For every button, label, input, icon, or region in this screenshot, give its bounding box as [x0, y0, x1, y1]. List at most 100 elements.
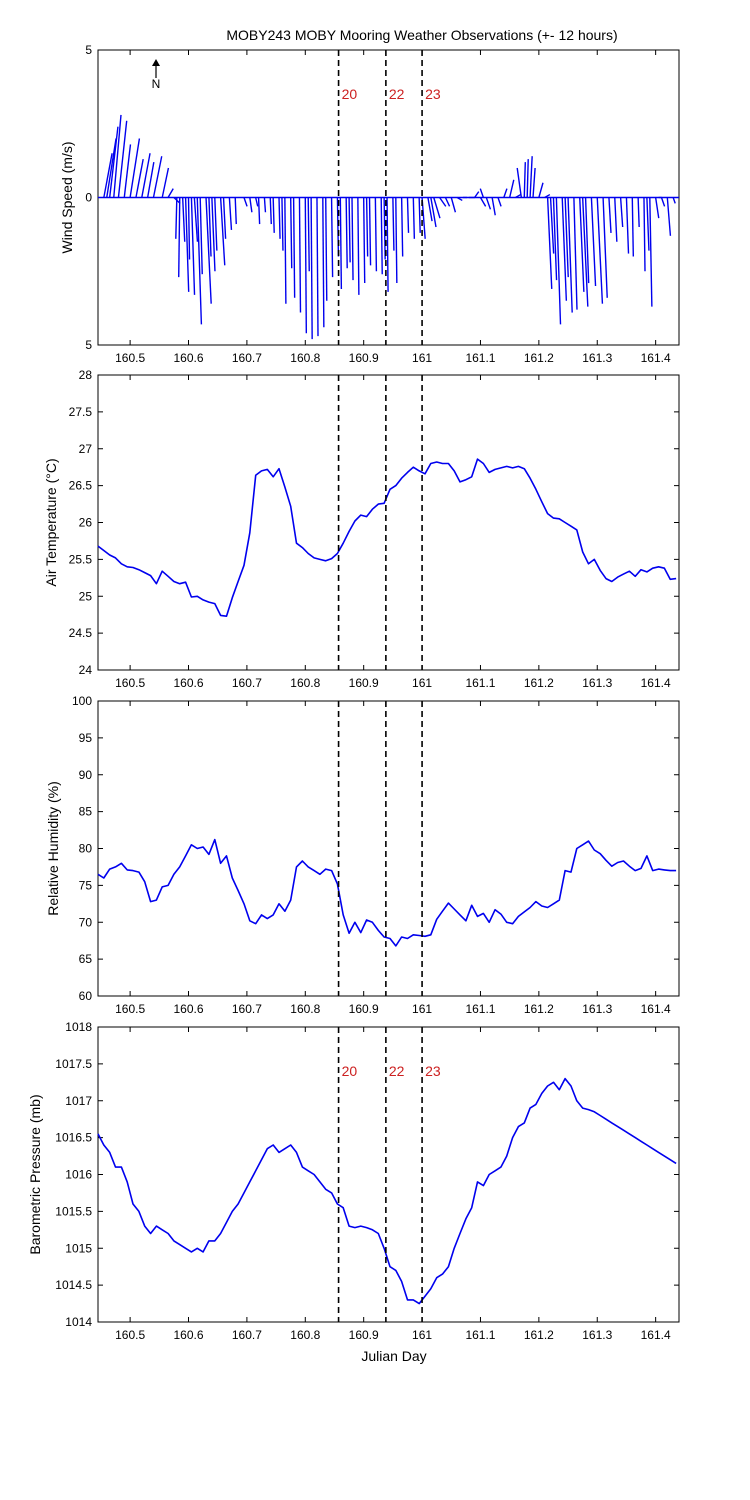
wind-stick — [330, 197, 334, 278]
wind-stick — [581, 197, 589, 307]
y-tick-label: 1016 — [65, 1168, 92, 1182]
y-tick-label: 60 — [79, 989, 93, 1003]
wind-stick — [406, 197, 410, 233]
wind-stick — [249, 197, 253, 213]
wind-stick — [184, 197, 190, 292]
wind-stick — [614, 197, 618, 242]
y-tick-label: 1018 — [65, 1020, 92, 1034]
wind-stick — [281, 197, 284, 251]
wind-stick — [430, 197, 437, 228]
wind-stick — [538, 182, 544, 198]
wind-stick — [450, 197, 457, 213]
air-temperature-panel: 24 24.5 25 25.5 26 26.5 27 27.5 28 160.5 160.6 160.… — [43, 368, 680, 690]
event-marker-label: 23 — [425, 86, 441, 102]
x-tick-label: 160.5 — [115, 1002, 145, 1016]
wind-stick — [269, 197, 272, 225]
wind-stick — [631, 197, 635, 257]
wind-stick — [135, 159, 144, 198]
wind-stick — [304, 197, 308, 334]
wind-stick — [643, 197, 646, 272]
y-tick-label: 26 — [79, 516, 93, 530]
wind-stick — [208, 197, 212, 257]
x-tick-label: 160.7 — [232, 1328, 262, 1342]
wind-stick — [141, 153, 151, 198]
y-tick-label: 5 — [85, 43, 92, 57]
y-tick-label: 85 — [79, 805, 93, 819]
wind-stick — [113, 114, 122, 198]
event-marker-label: 23 — [425, 1063, 441, 1079]
wind-stick — [479, 188, 485, 198]
wind-stick — [167, 188, 174, 198]
y-tick-label: 80 — [79, 842, 93, 856]
wind-stick — [228, 197, 233, 230]
x-tick-label: 161.3 — [582, 351, 612, 365]
wind-stick — [214, 197, 218, 251]
wind-stick — [573, 197, 578, 310]
x-tick-label: 161 — [412, 1328, 432, 1342]
wind-stick — [362, 197, 366, 284]
wind-stick — [351, 197, 354, 281]
wind-stick — [243, 197, 248, 207]
x-tick-label: 160.7 — [232, 1002, 262, 1016]
wind-stick — [103, 153, 113, 198]
wind-stick — [660, 197, 666, 207]
wind-stick — [234, 197, 237, 225]
y-axis-label: Relative Humidity (%) — [45, 781, 61, 916]
x-tick-label: 161.1 — [465, 1002, 495, 1016]
x-tick-label: 160.6 — [173, 1328, 203, 1342]
wind-stick — [590, 197, 597, 287]
wind-stick — [383, 197, 386, 260]
wind-stick — [292, 197, 296, 298]
wind-stick — [532, 167, 536, 198]
wind-stick — [508, 179, 515, 198]
x-tick-label: 160.8 — [290, 1002, 320, 1016]
wind-stick — [497, 197, 502, 207]
air-temperature-line — [97, 458, 677, 618]
wind-stick — [322, 197, 325, 328]
barometric-pressure-panel: 1014 1014.5 1015 1015.5 1016 1016.5 1017 1017.5… — [27, 1020, 680, 1342]
wind-stick — [418, 197, 421, 233]
wind-stick — [491, 197, 496, 216]
wind-stick — [193, 197, 199, 242]
wind-stick — [608, 197, 612, 233]
wind-stick — [175, 197, 178, 239]
y-axis-label: Wind Speed (m/s) — [59, 141, 75, 253]
x-tick-label: 160.5 — [115, 351, 145, 365]
y-tick-label: 1014 — [65, 1315, 92, 1329]
wind-stick — [257, 197, 261, 225]
wind-stick — [579, 197, 585, 292]
y-tick-label: 1016.5 — [55, 1131, 92, 1145]
wind-stick — [272, 197, 275, 233]
wind-stick — [289, 197, 293, 269]
wind-stick — [380, 197, 383, 275]
x-tick-label: 161 — [412, 1002, 432, 1016]
y-tick-label: 1015.5 — [55, 1204, 92, 1218]
plot-frame — [97, 700, 680, 997]
wind-stick — [211, 197, 216, 272]
wind-stick — [444, 197, 451, 207]
x-tick-label: 161.4 — [641, 351, 671, 365]
wind-stick — [316, 197, 319, 337]
north-label: N — [152, 77, 161, 91]
x-tick-label: 161.2 — [524, 676, 554, 690]
wind-stick — [307, 197, 310, 272]
wind-stick — [106, 138, 117, 198]
y-tick-label: 1017.5 — [55, 1057, 92, 1071]
figure-title: MOBY243 MOBY Mooring Weather Observation… — [226, 27, 617, 43]
north-indicator: N — [152, 59, 161, 91]
wind-stick — [546, 197, 553, 289]
wind-stick — [433, 197, 441, 219]
wind-stick — [284, 197, 287, 304]
wind-stick — [152, 156, 163, 198]
x-axis-label: Julian Day — [361, 1348, 426, 1364]
wind-stick — [672, 197, 676, 204]
wind-stick — [298, 197, 302, 313]
y-tick-label: 1017 — [65, 1094, 92, 1108]
x-tick-label: 160.9 — [349, 676, 379, 690]
wind-stick — [181, 197, 186, 242]
wind-speed-panel: 5 0 5 160.5 160.6 160.7 160.8 160.9 161 161.1 161.… — [59, 43, 680, 365]
wind-stick — [199, 197, 203, 275]
wind-stick — [596, 197, 604, 304]
wind-stick — [190, 197, 196, 295]
